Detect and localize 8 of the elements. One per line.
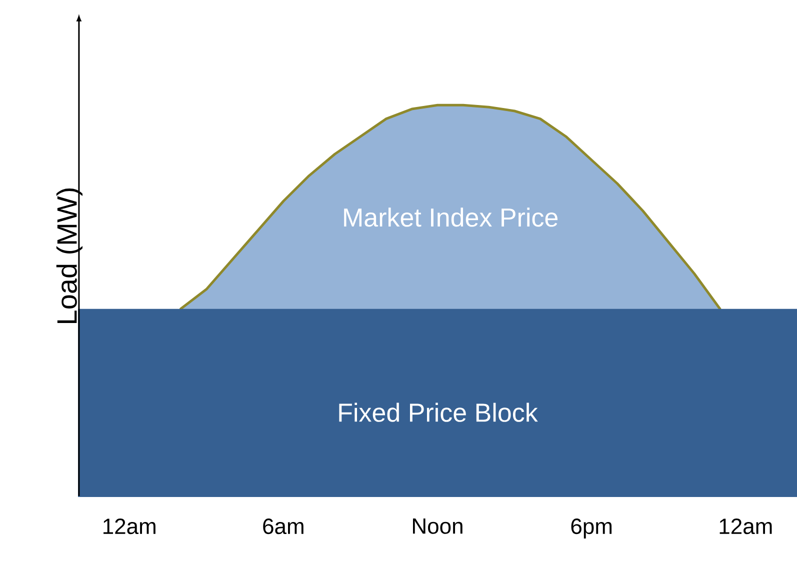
x-tick-label: Noon [413, 518, 462, 534]
y-axis-title: Load (MW) [56, 188, 82, 323]
x-tick-label: 12am [104, 518, 156, 534]
series-label: Fixed Price Block [339, 402, 538, 422]
x-tick-label: 6pm [571, 518, 612, 538]
x-tick-label: 6am [263, 518, 304, 534]
x-tick-label: 12am [720, 518, 772, 534]
series-label: Market Index Price [344, 208, 558, 227]
